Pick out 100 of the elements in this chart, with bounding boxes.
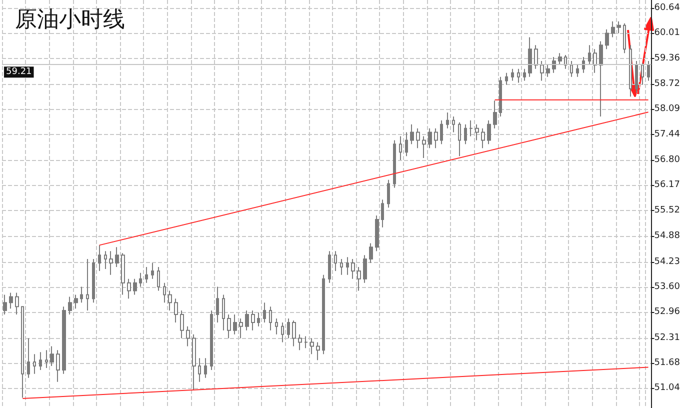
- candlestick: [92, 258, 95, 304]
- candlestick: [416, 128, 420, 149]
- candlestick: [210, 310, 213, 370]
- y-tick-label: 60.64: [654, 2, 680, 13]
- y-tick-label: 54.23: [654, 256, 680, 267]
- candlestick: [399, 136, 402, 161]
- chart-title: 原油小时线: [15, 8, 125, 32]
- y-tick-label: 55.52: [654, 206, 680, 216]
- y-tick-label: 52.31: [654, 332, 680, 343]
- candlestick: [157, 266, 160, 292]
- y-tick-label: 56.17: [654, 180, 680, 190]
- candlestick: [552, 56, 556, 74]
- candlestick: [174, 298, 178, 323]
- candlestick: [641, 62, 644, 86]
- y-tick-label: 58.72: [654, 78, 680, 89]
- candlestick: [15, 292, 19, 316]
- y-tick-label: 57.44: [654, 130, 680, 140]
- candlestick: [74, 294, 78, 310]
- candlestick: [239, 318, 243, 339]
- y-tick-label: 51.04: [654, 383, 680, 394]
- candlestick: [487, 120, 491, 145]
- y-tick-label: 58.09: [654, 104, 680, 114]
- candlestick: [275, 318, 278, 335]
- candlestick: [434, 128, 438, 149]
- candlestick: [647, 60, 650, 82]
- candlestick: [3, 294, 7, 316]
- y-tick-label: 53.60: [654, 282, 680, 292]
- candlestick: [605, 28, 609, 50]
- candlestick: [86, 258, 89, 312]
- candlestick: [292, 320, 296, 347]
- candlestick: [369, 242, 373, 264]
- candlestick: [115, 246, 119, 268]
- candlestick: [599, 40, 603, 117]
- candlestick: [310, 338, 314, 355]
- y-tick-label: 54.88: [654, 231, 680, 242]
- candlestick: [440, 120, 443, 145]
- candlestick: [405, 132, 408, 157]
- candlestick: [422, 136, 426, 159]
- candlestick: [186, 326, 190, 347]
- candlestick: [346, 256, 349, 276]
- candlestick: [635, 60, 638, 94]
- candlestick: [582, 56, 585, 74]
- candlestick: [517, 68, 520, 84]
- candlestick: [304, 336, 308, 349]
- candlestick: [534, 44, 538, 70]
- candlestick: [340, 258, 343, 276]
- candlestick: [375, 214, 379, 252]
- candlestick: [493, 100, 497, 129]
- candlestick: [50, 346, 54, 367]
- candlestick: [80, 286, 83, 304]
- candlestick: [168, 290, 172, 312]
- candlestick: [133, 278, 137, 296]
- y-tick-label: 56.80: [654, 155, 680, 166]
- candlestick: [363, 254, 367, 284]
- candlestick: [469, 120, 473, 137]
- candlestick: [393, 140, 396, 188]
- y-tick-label: 52.96: [654, 307, 680, 318]
- candlestick: [62, 306, 66, 374]
- candlestick: [334, 250, 337, 272]
- candlestick: [27, 338, 30, 378]
- candlestick: [163, 282, 166, 304]
- candlestick: [322, 274, 325, 355]
- y-tick-label: 59.36: [654, 54, 680, 64]
- candlestick: [511, 68, 514, 82]
- candlestick: [192, 334, 196, 390]
- candlestick: [546, 64, 550, 78]
- candlestick: [68, 296, 72, 316]
- candlestick: [452, 116, 455, 133]
- candlestick: [39, 352, 42, 370]
- candlestick: [588, 44, 591, 66]
- candlestick: [127, 278, 131, 300]
- candlestick: [98, 244, 101, 272]
- candlestick: [263, 302, 266, 323]
- candlestick: [121, 252, 125, 296]
- candlestick: [464, 124, 467, 145]
- candlestick: [45, 350, 48, 368]
- candlestick: [564, 54, 567, 70]
- candlestick: [505, 72, 508, 86]
- candlestick: [104, 250, 107, 270]
- candlestick: [593, 48, 597, 74]
- candlestick: [576, 64, 579, 78]
- candlestick: [281, 322, 284, 343]
- candlestick: [21, 306, 24, 398]
- candlestick: [33, 354, 36, 374]
- candlestick: [611, 20, 615, 38]
- candlestick: [269, 306, 272, 331]
- candlestick: [204, 358, 207, 378]
- candlestick: [151, 262, 154, 280]
- candlestick: [216, 286, 219, 323]
- candlestick: [523, 68, 526, 82]
- candlestick: [298, 334, 302, 351]
- candlestick: [629, 44, 632, 98]
- candlestick: [623, 22, 626, 54]
- candlestick: [499, 76, 502, 117]
- candlestick: [233, 314, 237, 335]
- candlestick: [222, 294, 225, 331]
- candlestick: [617, 20, 621, 34]
- y-tick-label: 51.68: [654, 358, 680, 368]
- candlestick: [475, 124, 479, 141]
- y-tick-label: 60.01: [654, 28, 680, 38]
